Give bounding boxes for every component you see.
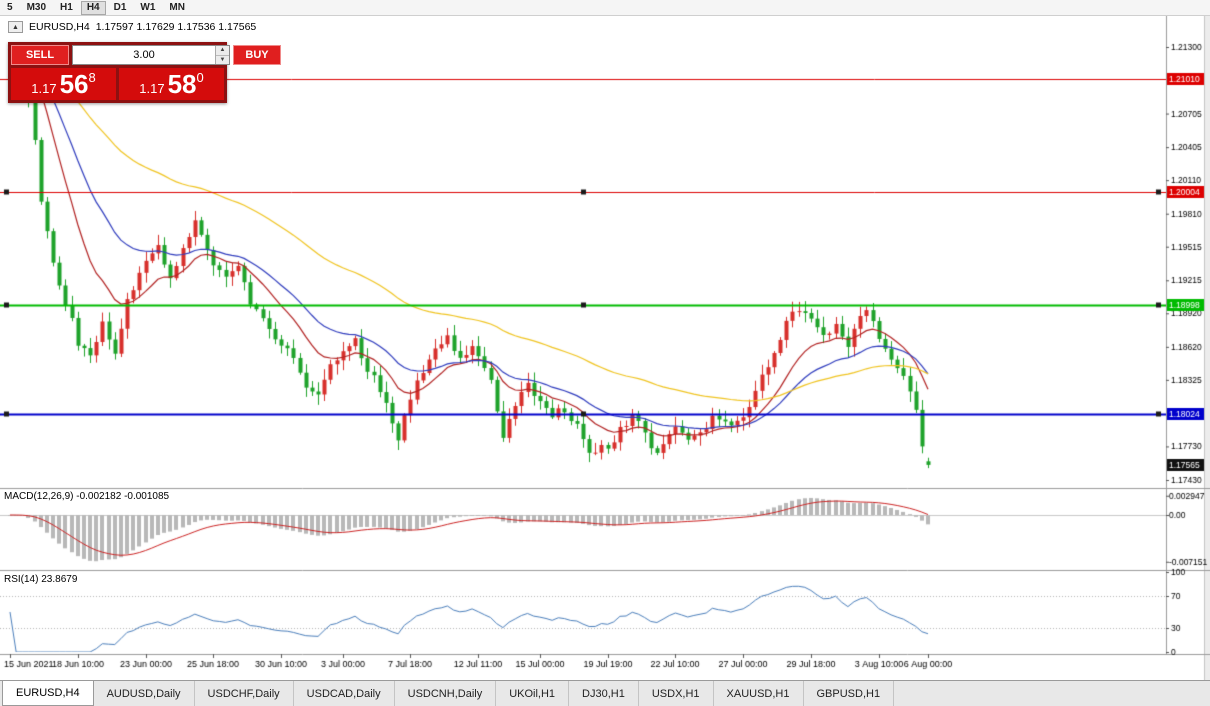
- chart-symbol-info: ▲ EURUSD,H4 1.17597 1.17629 1.17536 1.17…: [8, 21, 256, 33]
- price-chart-canvas[interactable]: [0, 16, 1210, 680]
- volume-stepper: ▲ ▼: [72, 45, 230, 65]
- trade-panel-prices-row: 1.17 56 8 1.17 58 0: [11, 68, 224, 100]
- buy-price-big: 58: [167, 69, 197, 99]
- timeframe-button-H4[interactable]: H4: [80, 0, 106, 15]
- timeframe-button-D1[interactable]: D1: [108, 1, 133, 15]
- sell-price-big: 56: [59, 69, 89, 99]
- sell-price-base: 1.17: [31, 81, 57, 96]
- chart-tab-audusd-daily[interactable]: AUDUSD,Daily: [94, 681, 195, 706]
- timeframe-button-5[interactable]: 5: [1, 1, 19, 15]
- chart-ohlc-values: 1.17597 1.17629 1.17536 1.17565: [95, 21, 257, 33]
- chart-tab-eurusd-h4[interactable]: EURUSD,H4: [2, 681, 94, 706]
- sell-price-tile[interactable]: 1.17 56 8: [11, 68, 116, 100]
- trade-panel-controls-row: SELL ▲ ▼ BUY: [11, 45, 281, 65]
- timeframe-button-MN[interactable]: MN: [163, 1, 191, 15]
- volume-input[interactable]: [73, 46, 215, 64]
- chart-tab-usdcad-daily[interactable]: USDCAD,Daily: [294, 681, 395, 706]
- timeframe-button-H1[interactable]: H1: [54, 1, 79, 15]
- chart-tab-gbpusd-h1[interactable]: GBPUSD,H1: [804, 681, 895, 706]
- chart-tab-dj30-h1[interactable]: DJ30,H1: [569, 681, 639, 706]
- volume-increase-button[interactable]: ▲: [216, 46, 229, 56]
- chart-tab-ukoil-h1[interactable]: UKOil,H1: [496, 681, 570, 706]
- timeframe-button-M30[interactable]: M30: [21, 1, 52, 15]
- chart-tab-usdchf-daily[interactable]: USDCHF,Daily: [195, 681, 294, 706]
- sell-button[interactable]: SELL: [11, 45, 69, 65]
- one-click-panel-toggle-icon[interactable]: ▲: [8, 21, 23, 33]
- timeframe-button-W1[interactable]: W1: [134, 1, 161, 15]
- rsi-indicator-label: RSI(14) 23.8679: [4, 574, 78, 585]
- macd-indicator-label: MACD(12,26,9) -0.002182 -0.001085: [4, 491, 170, 502]
- buy-price-base: 1.17: [139, 81, 165, 96]
- timeframe-toolbar: 5 M30 H1 H4 D1 W1 MN: [0, 0, 1210, 16]
- buy-price-sup: 0: [196, 70, 204, 85]
- one-click-trading-panel: SELL ▲ ▼ BUY 1.17 56 8 1.17: [8, 42, 281, 103]
- chart-tab-usdx-h1[interactable]: USDX,H1: [639, 681, 714, 706]
- chart-symbol-title: EURUSD,H4: [29, 21, 90, 33]
- chart-tabs-bar: EURUSD,H4 AUDUSD,Daily USDCHF,Daily USDCAD,…: [0, 680, 1210, 706]
- chart-container: ▲ EURUSD,H4 1.17597 1.17629 1.17536 1.17…: [0, 16, 1210, 680]
- buy-price-tile[interactable]: 1.17 58 0: [119, 68, 224, 100]
- chart-tab-usdcnh-daily[interactable]: USDCNH,Daily: [395, 681, 497, 706]
- volume-spin-buttons: ▲ ▼: [215, 46, 229, 64]
- buy-button[interactable]: BUY: [233, 45, 281, 65]
- chart-tab-xauusd-h1[interactable]: XAUUSD,H1: [714, 681, 804, 706]
- volume-decrease-button[interactable]: ▼: [216, 55, 229, 64]
- sell-price-sup: 8: [88, 70, 96, 85]
